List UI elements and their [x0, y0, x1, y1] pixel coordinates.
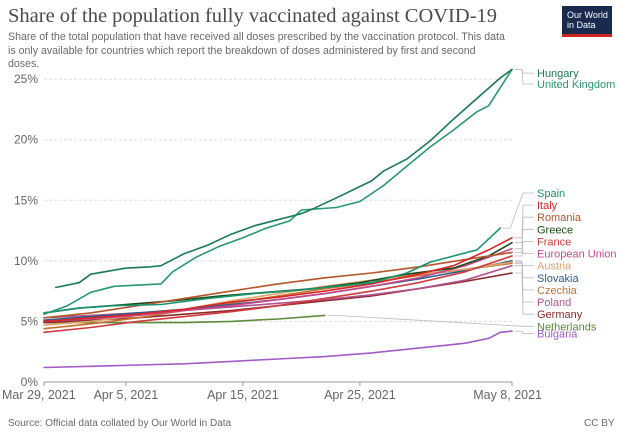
series-label-austria: Austria — [537, 261, 572, 273]
series-line-bulgaria — [43, 330, 513, 369]
source-note: Source: Official data collated by Our Wo… — [8, 418, 232, 429]
y-tick-label: 15% — [14, 193, 38, 207]
grid-layer — [44, 78, 512, 383]
series-line-united-kingdom — [43, 68, 513, 315]
y-tick-label: 10% — [14, 254, 38, 268]
series-label-romania: Romania — [537, 212, 582, 224]
label-connector-romania — [515, 216, 534, 253]
license-link[interactable]: CC BY — [584, 418, 615, 429]
label-connector-european-union — [515, 248, 534, 254]
series-label-netherlands: Netherlands — [537, 321, 597, 333]
axis-layer: 0% 5% 10% 15% 20% 25% Mar 29, 2021 Apr 5, 2021 A… — [2, 72, 542, 402]
series-label-germany: Germany — [537, 309, 583, 321]
series-line-italy — [43, 237, 513, 323]
series-line-european-union — [43, 247, 513, 323]
x-tick-label: Mar 29, 2021 — [2, 388, 76, 402]
series-line-hungary — [54, 68, 513, 289]
label-connector-united-kingdom — [515, 69, 534, 85]
label-connector-poland — [515, 265, 534, 303]
label-connector-germany — [515, 272, 534, 315]
logo-line-1: Our World — [567, 10, 608, 20]
series-line-netherlands — [43, 314, 326, 324]
series-label-poland: Poland — [537, 297, 571, 309]
series-line-spain — [43, 227, 502, 314]
series-label-greece: Greece — [537, 224, 573, 236]
series-label-italy: Italy — [537, 200, 558, 212]
label-connector-czechia — [515, 262, 534, 291]
y-tick-label: 0% — [21, 375, 39, 389]
label-connector-hungary — [515, 69, 534, 74]
y-tick-label: 25% — [14, 72, 38, 86]
label-connector-netherlands — [327, 315, 534, 327]
x-tick-label: Apr 25, 2021 — [324, 388, 396, 402]
label-connector-italy — [515, 204, 534, 239]
y-tick-label: 5% — [21, 314, 39, 328]
series-line-romania — [43, 251, 513, 319]
series-label-united-kingdom: United Kingdom — [537, 79, 615, 91]
series-label-slovakia: Slovakia — [537, 273, 579, 285]
chart-subtitle: Share of the total population that have … — [8, 31, 505, 70]
x-tick-label: May 8, 2021 — [473, 388, 542, 402]
label-connector-france — [515, 241, 534, 257]
series-line-france — [43, 255, 513, 334]
y-tick-label: 20% — [14, 133, 38, 147]
series-label-spain: Spain — [537, 188, 565, 200]
x-tick-label: Apr 5, 2021 — [94, 388, 159, 402]
series-label-european-union: European Union — [537, 249, 617, 261]
series-label-france: France — [537, 236, 571, 248]
line-chart: 0% 5% 10% 15% 20% 25% Mar 29, 2021 Apr 5, 2021 A… — [2, 68, 617, 402]
x-tick-label: Apr 15, 2021 — [207, 388, 279, 402]
series-label-bulgaria: Bulgaria — [537, 329, 578, 341]
series-layer — [43, 68, 513, 369]
label-connector-bulgaria — [515, 330, 534, 334]
label-connector-spain — [503, 192, 534, 229]
owid-logo[interactable]: Our World in Data — [562, 6, 612, 37]
chart-title: Share of the population fully vaccinated… — [8, 5, 498, 27]
label-connector-austria — [515, 261, 534, 267]
series-label-hungary: Hungary — [537, 68, 579, 80]
series-label-czechia: Czechia — [537, 285, 578, 297]
logo-line-2: in Data — [567, 20, 596, 30]
label-connector-greece — [515, 228, 534, 244]
